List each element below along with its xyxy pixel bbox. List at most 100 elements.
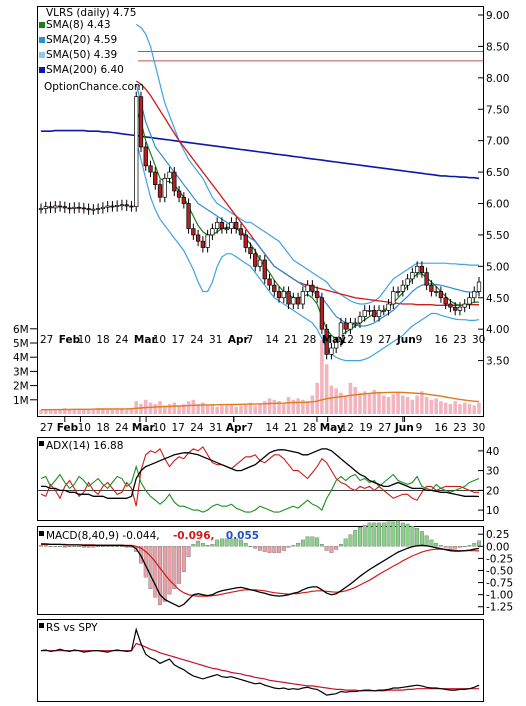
macd-tick-label: 0.25 <box>486 529 509 541</box>
candle-body <box>110 205 115 208</box>
volume-bar <box>348 382 353 414</box>
candle-body <box>386 303 391 311</box>
legend-sma50: SMA(50) 4.39 <box>39 49 117 61</box>
candle-body <box>115 205 120 207</box>
candle-body <box>48 206 53 209</box>
volume-bar <box>320 340 324 414</box>
macd-line <box>41 543 480 608</box>
macd-histogram-bar <box>239 539 243 547</box>
macd-histogram-bar <box>81 546 86 548</box>
candle-body <box>381 309 386 312</box>
macd-label-hist: 0.055 <box>226 530 259 542</box>
macd-histogram-bar <box>205 545 210 547</box>
candle-body <box>338 322 344 343</box>
x-axis-label: 21 <box>284 334 297 346</box>
volume-bar <box>196 404 200 414</box>
macd-label-signal: -0.096, <box>173 530 215 542</box>
macd-histogram-bar <box>281 546 286 551</box>
volume-bar <box>58 409 62 414</box>
x-axis-label-secondary: 24 <box>115 422 129 434</box>
candle-body <box>67 207 72 210</box>
macd-histogram-bar <box>377 522 381 547</box>
volume-bar <box>210 404 215 414</box>
x-axis-label: 16 <box>434 334 448 346</box>
volume-bar <box>453 401 457 414</box>
legend-sma200: SMA(200) 6.40 <box>39 64 124 76</box>
candle-body <box>343 322 348 330</box>
volume-bar <box>153 404 158 414</box>
candle-body <box>267 278 272 286</box>
candle-body <box>157 184 163 198</box>
candle-body <box>353 322 358 325</box>
candle-body <box>234 222 239 229</box>
volume-bar <box>186 401 191 414</box>
candle-body <box>291 297 296 305</box>
price-tick-label: 6.00 <box>486 199 509 211</box>
candle-body <box>286 291 291 305</box>
macd-histogram-bar <box>362 524 367 547</box>
candle-body <box>72 206 77 209</box>
candle-body <box>219 222 225 229</box>
x-axis-label-secondary: 10 <box>153 422 166 434</box>
candle-body <box>314 291 320 299</box>
x-axis-label: May <box>320 422 344 434</box>
macd-tick-label: -1.00 <box>486 590 513 602</box>
candle-body <box>400 284 405 292</box>
volume-bar <box>305 401 310 414</box>
x-axis-label-secondary: 9 <box>416 422 423 434</box>
volume-bar <box>358 392 362 414</box>
macd-histogram-bar <box>210 544 215 547</box>
volume-bar <box>372 389 377 414</box>
volume-bar <box>310 395 315 414</box>
volume-tick-label: 5M <box>13 338 29 350</box>
macd-histogram-bar <box>429 539 434 547</box>
candle-body <box>272 284 277 292</box>
macd-histogram-bar <box>334 546 339 550</box>
volume-bar <box>243 404 248 414</box>
macd-tick-label: -0.75 <box>486 578 513 590</box>
candle-body <box>319 297 325 330</box>
volume-bar <box>291 399 296 414</box>
volume-bar <box>391 394 396 414</box>
x-axis-label-secondary: Jun <box>396 334 416 346</box>
candle-body <box>181 196 186 204</box>
price-panel-frame <box>37 6 484 417</box>
macd-histogram-bar <box>367 522 372 547</box>
macd-histogram-bar <box>39 545 43 547</box>
volume-bar <box>115 408 119 414</box>
candle-body <box>305 284 310 292</box>
volume-bar <box>39 409 43 414</box>
x-axis-label: 30 <box>472 334 485 346</box>
legend-sma8-swatch <box>39 22 45 28</box>
volume-bar <box>63 408 67 414</box>
candle-body <box>253 253 258 267</box>
volume-bar <box>172 402 177 414</box>
macd-histogram-bar <box>448 546 453 549</box>
macd-histogram-bar <box>172 546 177 590</box>
macd-histogram-bar <box>329 546 334 553</box>
volume-bar <box>329 385 334 414</box>
adx-tick-label: 20 <box>486 485 499 497</box>
volume-bar <box>129 408 134 414</box>
macd-histogram-bar <box>86 546 91 548</box>
candle-body <box>395 291 401 293</box>
legend-sma20-label: SMA(20) 4.59 <box>46 34 117 46</box>
candle-body <box>176 190 182 198</box>
x-axis-label-secondary: 28 <box>303 422 316 434</box>
macd-tick-label: -0.25 <box>486 553 513 565</box>
x-axis-label: 9 <box>416 334 423 346</box>
volume-bar <box>148 402 153 414</box>
candle-body <box>348 322 353 330</box>
volume-bar <box>53 409 58 414</box>
macd-histogram-bar <box>419 531 424 547</box>
candle-body <box>186 203 191 229</box>
candle-body <box>100 206 106 209</box>
adx-line <box>41 448 480 499</box>
volume-bar <box>301 399 305 414</box>
volume-bar <box>434 398 438 414</box>
volume-bar <box>277 401 281 414</box>
macd-histogram-bar <box>458 546 462 548</box>
volume-bar <box>462 402 467 414</box>
x-axis-label: 24 <box>190 334 204 346</box>
volume-bar <box>101 409 105 414</box>
